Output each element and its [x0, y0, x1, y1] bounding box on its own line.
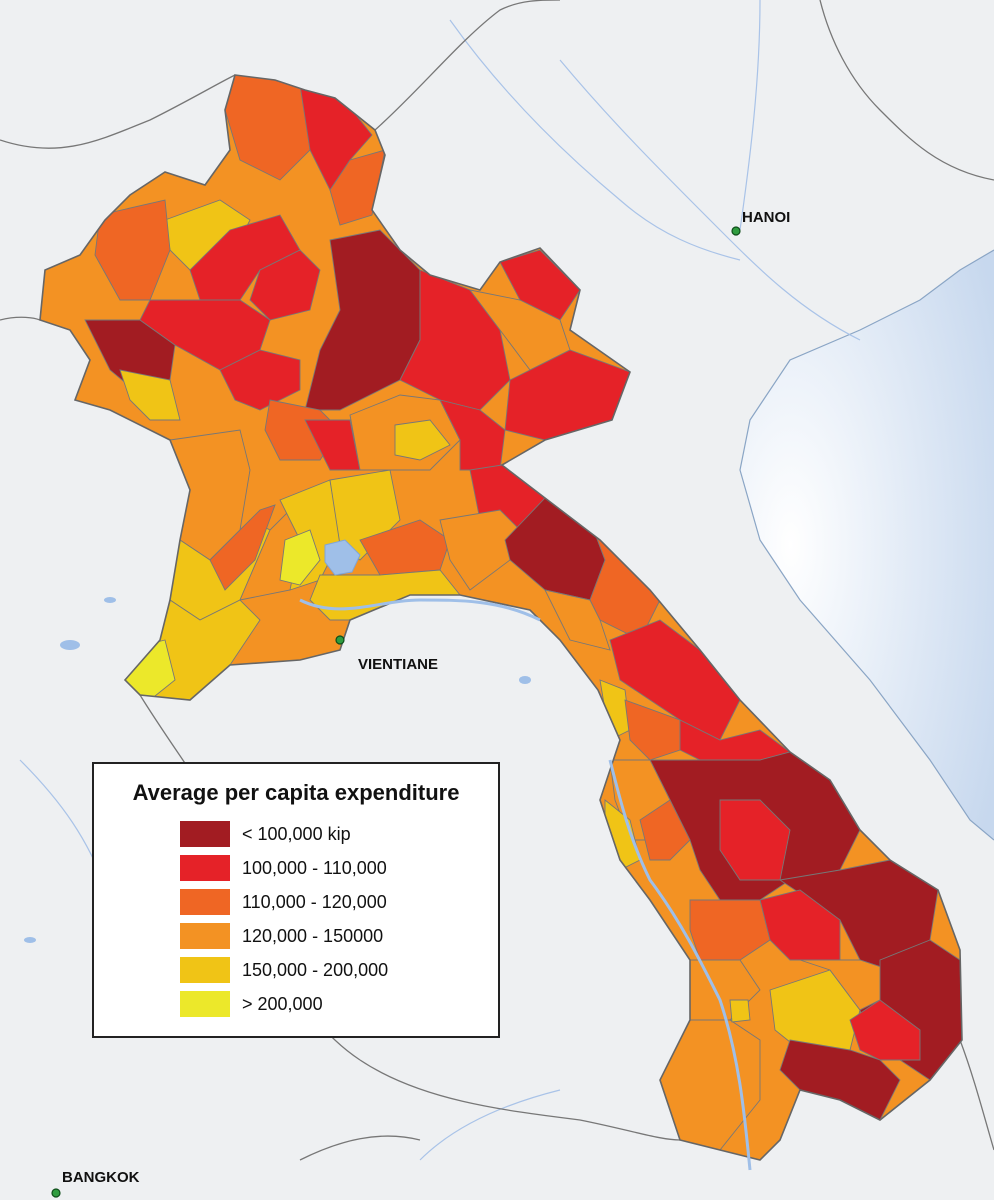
city-marker-bangkok [51, 1188, 61, 1198]
legend-item: < 100,000 kip [180, 820, 351, 848]
legend-swatch [180, 991, 230, 1017]
region-m-7 [624, 699, 681, 761]
city-bangkok: BANGKOK [51, 1169, 140, 1198]
legend-label: 120,000 - 150000 [242, 925, 384, 946]
legend-label: 110,000 - 120,000 [242, 891, 387, 912]
mekong-river [299, 598, 752, 1171]
region-c-4 [394, 419, 451, 461]
city-vientiane: VIENTIANE [335, 635, 438, 673]
region-north-15 [119, 369, 181, 421]
region-f-5 [849, 999, 921, 1061]
city-hanoi: HANOI [731, 209, 790, 236]
legend-item: 100,000 - 110,000 [180, 854, 387, 882]
coastline [739, 249, 994, 841]
country-outline [39, 74, 963, 1161]
legend-label: 150,000 - 200,000 [242, 959, 389, 980]
legend-item: 150,000 - 200,000 [180, 956, 388, 984]
region-w-8 [359, 519, 451, 576]
legend-label: 100,000 - 110,000 [242, 857, 387, 878]
region-north-6 [189, 214, 301, 301]
legend-swatch [180, 821, 230, 847]
sea-area [740, 250, 994, 840]
nam-ngum-reservoir [324, 539, 361, 576]
region-north-7 [249, 249, 321, 321]
legend-label: < 100,000 kip [242, 823, 351, 844]
legend-swatch [180, 855, 230, 881]
legend-swatch [180, 923, 230, 949]
city-marker-hanoi [731, 226, 741, 236]
legend-swatch [180, 889, 230, 915]
city-marker-vientiane [335, 635, 345, 645]
region-m-4 [544, 589, 611, 651]
legend-item: 120,000 - 150000 [180, 922, 383, 950]
city-label-vientiane: VIENTIANE [358, 656, 438, 673]
region-s-5 [639, 799, 691, 861]
legend-item: > 200,000 [180, 990, 323, 1018]
legend-swatch [180, 957, 230, 983]
legend: Average per capita expenditure < 100,000… [92, 762, 500, 1038]
region-s-8 [689, 899, 771, 961]
city-label-hanoi: HANOI [742, 209, 790, 226]
legend-label: > 200,000 [242, 993, 323, 1014]
city-label-bangkok: BANGKOK [62, 1169, 140, 1186]
region-f-8 [729, 999, 751, 1023]
region-w-6 [279, 529, 321, 586]
region-north-16 [219, 349, 301, 411]
region-north-10 [499, 249, 581, 321]
legend-title: Average per capita expenditure [132, 780, 460, 805]
region-w-3 [209, 504, 276, 591]
legend-item: 110,000 - 120,000 [180, 888, 387, 916]
